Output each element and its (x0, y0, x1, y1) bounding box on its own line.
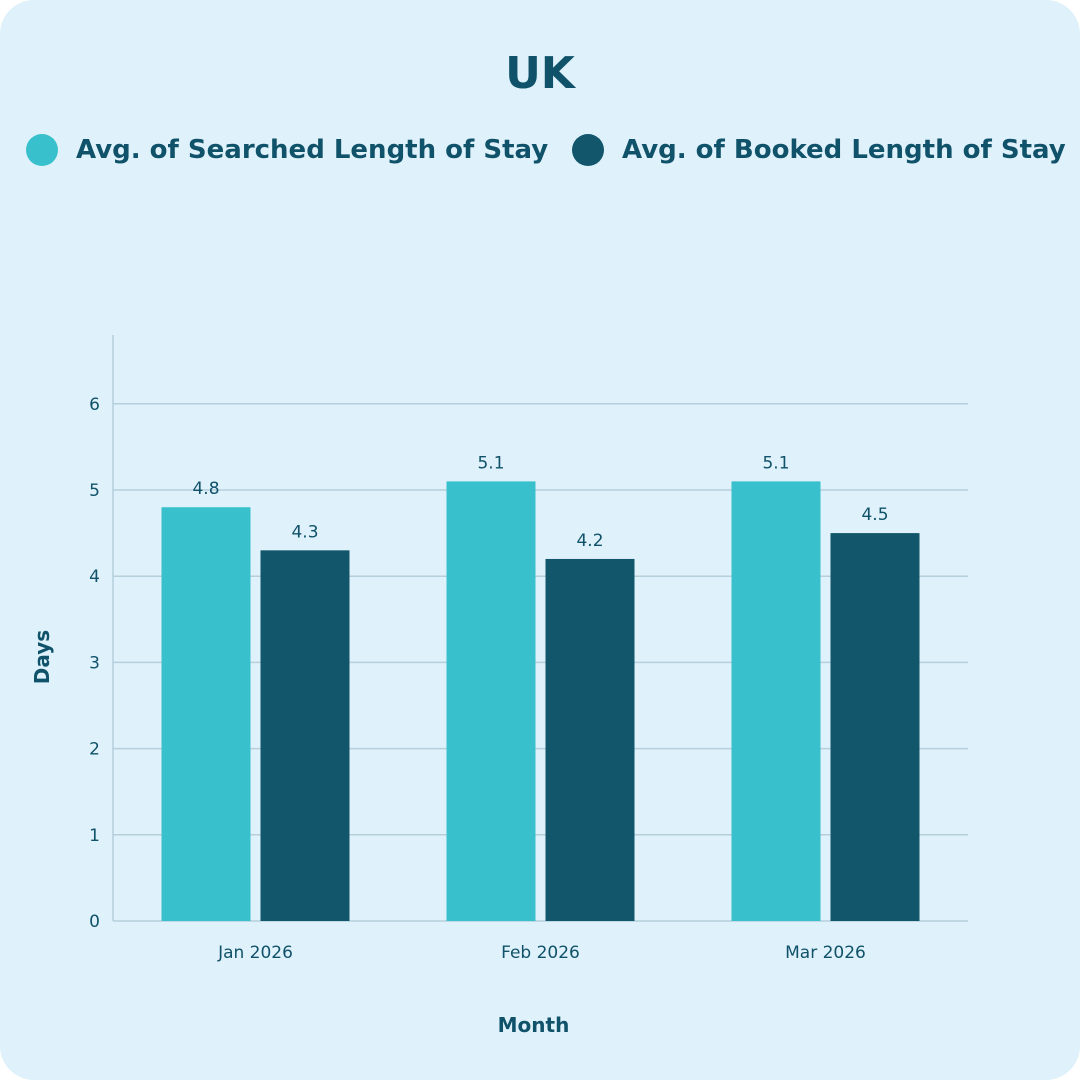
legend-item-booked: Avg. of Booked Length of Stay (572, 130, 1066, 170)
bar (545, 558, 635, 921)
legend-swatch-booked (572, 134, 604, 166)
y-tick-label: 0 (89, 912, 100, 932)
legend-label-booked: Avg. of Booked Length of Stay (622, 135, 1066, 165)
legend-label-searched: Avg. of Searched Length of Stay (76, 135, 549, 165)
bar-value-label: 4.5 (861, 505, 888, 525)
y-tick-label: 3 (89, 653, 100, 673)
chart-title: UK (505, 48, 575, 99)
bar (731, 481, 821, 921)
bar-value-label: 4.2 (576, 531, 603, 551)
bar-value-label: 5.1 (762, 453, 789, 473)
y-axis-title: Days (30, 630, 54, 684)
y-tick-label: 4 (89, 567, 100, 587)
bar-value-label: 4.8 (192, 479, 219, 499)
x-tick-label: Mar 2026 (785, 943, 866, 963)
y-tick-label: 1 (89, 826, 100, 846)
legend-item-searched: Avg. of Searched Length of Stay (26, 130, 548, 170)
legend-swatch-searched (26, 134, 58, 166)
bar-value-label: 5.1 (477, 453, 504, 473)
y-tick-label: 5 (89, 481, 100, 501)
y-tick-label: 6 (89, 395, 100, 415)
bar (446, 481, 536, 921)
x-tick-label: Feb 2026 (501, 943, 580, 963)
bar (161, 507, 251, 921)
x-tick-label: Jan 2026 (217, 943, 293, 963)
y-tick-label: 2 (89, 740, 100, 760)
x-axis-title: Month (498, 1013, 570, 1037)
bar-value-label: 4.3 (291, 522, 318, 542)
bar (830, 533, 920, 921)
bar (260, 550, 350, 921)
